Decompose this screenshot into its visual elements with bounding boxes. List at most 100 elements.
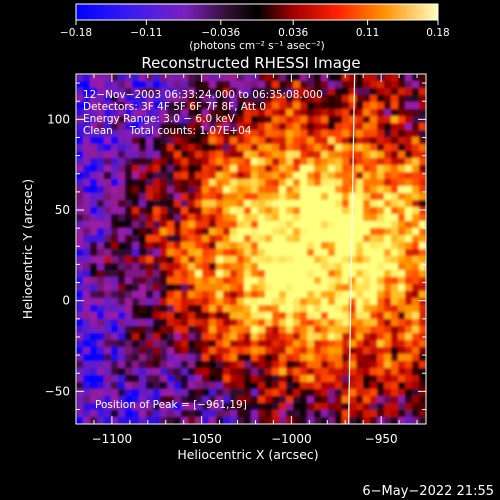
heatmap-cell: [377, 158, 385, 166]
heatmap-cell: [335, 284, 343, 292]
heatmap-cell: [335, 74, 343, 82]
heatmap-cell: [265, 109, 273, 117]
heatmap-cell: [377, 137, 385, 145]
heatmap-cell: [321, 172, 329, 180]
heatmap-cell: [251, 123, 259, 131]
heatmap-cell: [202, 95, 210, 103]
heatmap-cell: [279, 235, 287, 243]
heatmap-cell: [328, 347, 336, 355]
heatmap-cell: [160, 102, 168, 110]
heatmap-cell: [202, 179, 210, 187]
heatmap-cell: [314, 193, 322, 201]
heatmap-cell: [286, 298, 294, 306]
heatmap-cell: [272, 326, 280, 334]
heatmap-cell: [146, 354, 154, 362]
heatmap-cell: [244, 137, 252, 145]
heatmap-cell: [195, 368, 203, 376]
heatmap-cell: [111, 333, 119, 341]
heatmap-cell: [167, 137, 175, 145]
heatmap-cell: [391, 291, 399, 299]
heatmap-cell: [160, 172, 168, 180]
heatmap-cell: [104, 312, 112, 320]
heatmap-cell: [153, 102, 161, 110]
heatmap-cell: [76, 403, 84, 411]
heatmap-cell: [174, 347, 182, 355]
heatmap-cell: [300, 375, 308, 383]
heatmap-cell: [223, 200, 231, 208]
heatmap-cell: [223, 375, 231, 383]
heatmap-cell: [230, 382, 238, 390]
heatmap-cell: [90, 158, 98, 166]
heatmap-cell: [384, 144, 392, 152]
heatmap-cell: [307, 214, 315, 222]
heatmap-cell: [335, 417, 343, 424]
heatmap-cell: [139, 305, 147, 313]
heatmap-cell: [202, 165, 210, 173]
heatmap-cell: [251, 263, 259, 271]
heatmap-cell: [202, 137, 210, 145]
heatmap-cell: [321, 368, 329, 376]
heatmap-cell: [335, 193, 343, 201]
heatmap-cell: [160, 116, 168, 124]
heatmap-cell: [188, 207, 196, 215]
heatmap-cell: [83, 319, 91, 327]
heatmap-cell: [258, 319, 266, 327]
heatmap-cell: [314, 228, 322, 236]
heatmap-cell: [223, 221, 231, 229]
heatmap-cell: [384, 81, 392, 89]
heatmap-cell: [237, 102, 245, 110]
heatmap-cell: [335, 256, 343, 264]
heatmap-cell: [335, 123, 343, 131]
heatmap-cell: [90, 228, 98, 236]
heatmap-cell: [419, 368, 426, 376]
heatmap-cell: [335, 403, 343, 411]
heatmap-cell: [272, 347, 280, 355]
heatmap-cell: [132, 340, 140, 348]
heatmap-cell: [188, 417, 196, 424]
heatmap-cell: [97, 340, 105, 348]
heatmap-cell: [230, 102, 238, 110]
heatmap-cell: [391, 270, 399, 278]
heatmap-cell: [188, 368, 196, 376]
heatmap-cell: [188, 270, 196, 278]
heatmap-cell: [160, 200, 168, 208]
heatmap-cell: [398, 333, 406, 341]
heatmap-cell: [307, 165, 315, 173]
heatmap-cell: [83, 165, 91, 173]
heatmap-cell: [202, 88, 210, 96]
heatmap-cell: [90, 284, 98, 292]
heatmap-cell: [237, 221, 245, 229]
heatmap-cell: [272, 193, 280, 201]
heatmap-cell: [160, 123, 168, 131]
heatmap-cell: [314, 396, 322, 404]
heatmap-cell: [328, 158, 336, 166]
heatmap-cell: [153, 256, 161, 264]
heatmap-cell: [76, 249, 84, 257]
heatmap-cell: [279, 319, 287, 327]
heatmap-cell: [293, 396, 301, 404]
heatmap-cell: [209, 403, 217, 411]
heatmap-cell: [237, 305, 245, 313]
heatmap-cell: [377, 123, 385, 131]
heatmap-cell: [209, 172, 217, 180]
heatmap-cell: [146, 410, 154, 418]
heatmap-cell: [195, 95, 203, 103]
heatmap-cell: [216, 340, 224, 348]
heatmap-cell: [174, 186, 182, 194]
heatmap-cell: [265, 284, 273, 292]
colorbar-tick-label: −0.11: [130, 27, 162, 39]
heatmap-cell: [139, 277, 147, 285]
heatmap-cell: [139, 221, 147, 229]
heatmap-cell: [258, 375, 266, 383]
heatmap-cell: [265, 186, 273, 194]
heatmap-cell: [104, 249, 112, 257]
heatmap-cell: [83, 221, 91, 229]
heatmap-cell: [363, 312, 371, 320]
heatmap-cell: [286, 368, 294, 376]
heatmap-cell: [328, 235, 336, 243]
heatmap-cell: [363, 95, 371, 103]
heatmap-cell: [195, 88, 203, 96]
heatmap-cell: [321, 165, 329, 173]
heatmap-cell: [321, 340, 329, 348]
heatmap-cell: [370, 207, 378, 215]
